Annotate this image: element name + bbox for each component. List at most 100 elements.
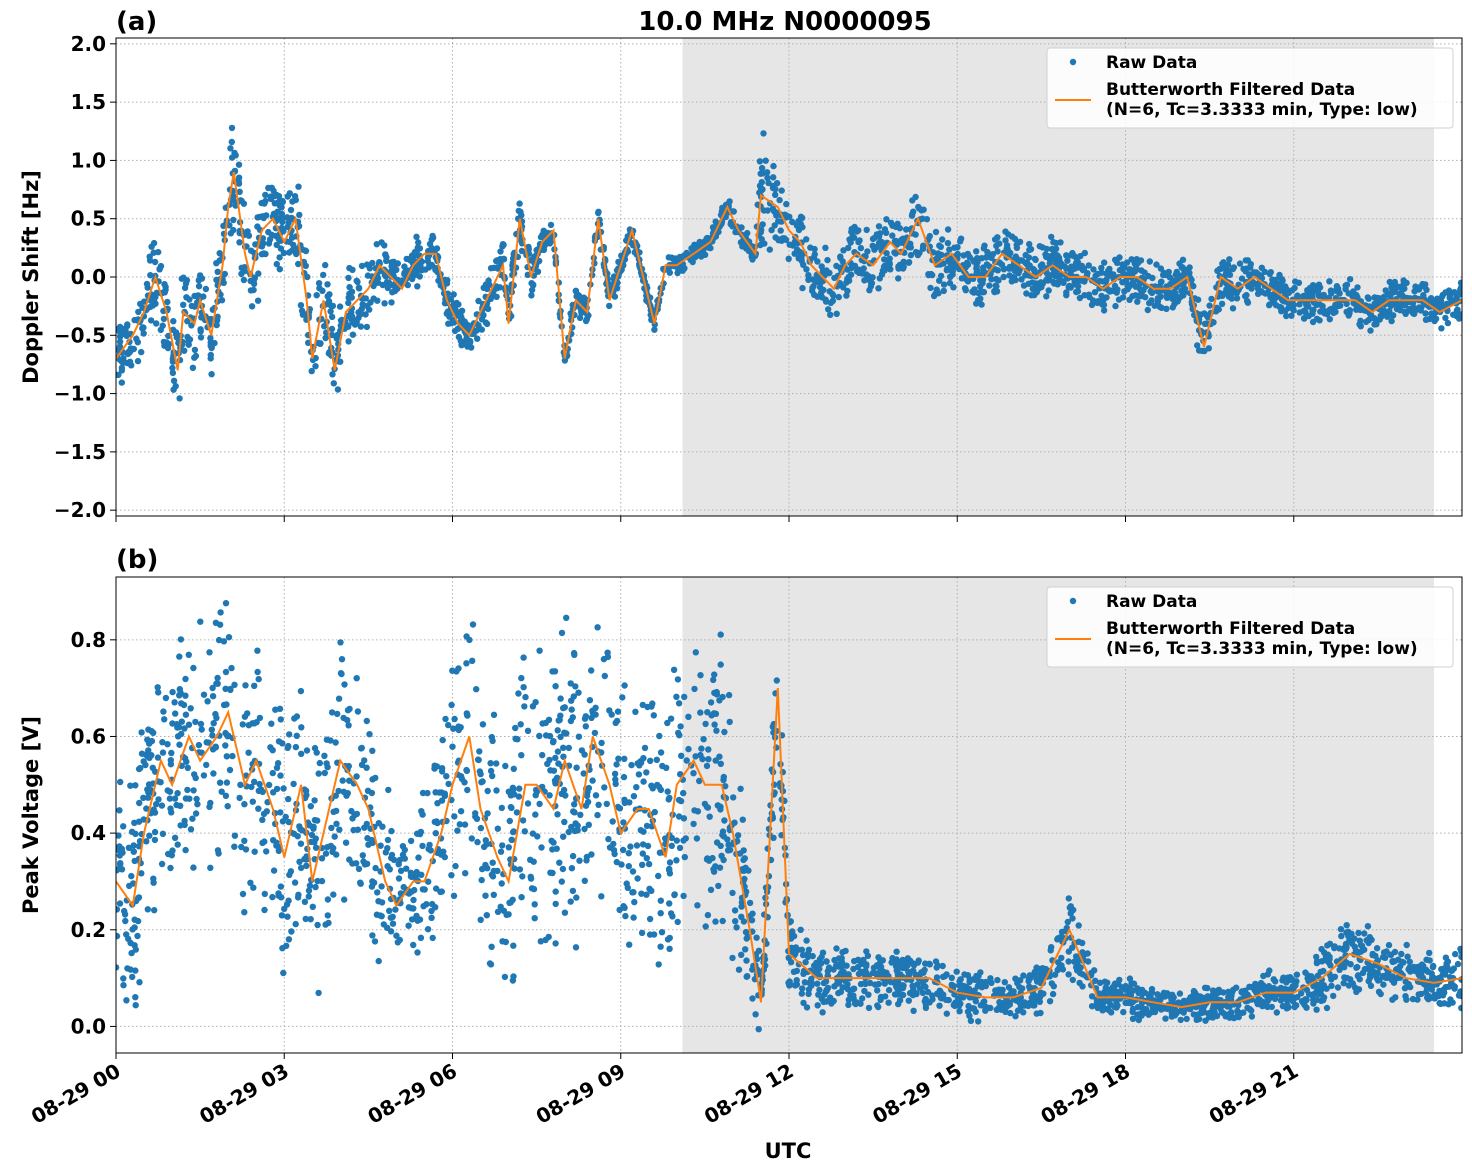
raw-data-point bbox=[1206, 1014, 1213, 1021]
raw-data-point bbox=[882, 993, 889, 1000]
raw-data-point bbox=[814, 980, 821, 987]
raw-data-point bbox=[856, 237, 863, 244]
raw-data-point bbox=[704, 804, 712, 811]
raw-data-point bbox=[749, 256, 756, 263]
raw-data-point bbox=[429, 934, 436, 942]
raw-data-point bbox=[531, 915, 538, 922]
raw-data-point bbox=[392, 906, 399, 913]
raw-data-point bbox=[1098, 292, 1105, 300]
raw-data-point bbox=[356, 308, 364, 315]
raw-data-point bbox=[498, 880, 505, 887]
raw-data-point bbox=[993, 283, 1000, 290]
raw-data-point bbox=[923, 216, 931, 223]
raw-data-point bbox=[448, 872, 455, 879]
raw-data-point bbox=[477, 824, 485, 832]
raw-data-point bbox=[290, 780, 297, 788]
raw-data-point bbox=[651, 808, 658, 816]
raw-data-point bbox=[677, 771, 684, 778]
raw-data-point bbox=[248, 783, 255, 791]
raw-data-point bbox=[1268, 281, 1276, 288]
raw-data-point bbox=[490, 891, 497, 898]
raw-data-point bbox=[151, 258, 159, 266]
raw-data-point bbox=[1136, 280, 1143, 287]
raw-data-point bbox=[434, 800, 441, 807]
raw-data-point bbox=[305, 893, 312, 900]
raw-data-point bbox=[383, 257, 390, 265]
raw-data-point bbox=[630, 889, 637, 896]
raw-data-point bbox=[1309, 307, 1316, 315]
raw-data-point bbox=[397, 890, 404, 897]
raw-data-point bbox=[1216, 988, 1223, 996]
raw-data-point bbox=[1288, 312, 1295, 319]
raw-data-point bbox=[803, 1004, 811, 1011]
raw-data-point bbox=[1026, 240, 1033, 248]
raw-data-point bbox=[822, 988, 830, 995]
raw-data-point bbox=[322, 850, 330, 857]
raw-data-point bbox=[528, 292, 535, 299]
raw-data-point bbox=[1149, 1003, 1157, 1011]
raw-data-point bbox=[1403, 279, 1410, 287]
raw-data-point bbox=[574, 827, 581, 834]
raw-data-point bbox=[604, 649, 611, 656]
raw-data-point bbox=[803, 236, 810, 243]
raw-data-point bbox=[1305, 303, 1312, 310]
raw-data-point bbox=[1451, 983, 1459, 990]
raw-data-point bbox=[850, 985, 857, 993]
raw-data-point bbox=[222, 742, 229, 749]
raw-data-point bbox=[1418, 961, 1426, 968]
raw-data-point bbox=[1194, 342, 1201, 349]
raw-data-point bbox=[561, 818, 568, 826]
raw-data-point bbox=[1162, 1015, 1169, 1022]
raw-data-point bbox=[414, 917, 421, 924]
raw-data-point bbox=[293, 713, 301, 720]
raw-data-point bbox=[213, 321, 220, 329]
raw-data-point bbox=[1341, 974, 1348, 981]
raw-data-point bbox=[288, 214, 295, 222]
raw-data-point bbox=[203, 761, 210, 769]
raw-data-point bbox=[595, 801, 602, 808]
raw-data-point bbox=[967, 1017, 975, 1024]
raw-data-point bbox=[255, 675, 262, 683]
raw-data-point bbox=[768, 226, 775, 234]
raw-data-point bbox=[309, 903, 316, 910]
raw-data-point bbox=[1092, 977, 1099, 984]
raw-data-point bbox=[717, 760, 724, 767]
raw-data-point bbox=[554, 748, 562, 755]
raw-data-point bbox=[1069, 915, 1076, 922]
raw-data-point bbox=[174, 790, 181, 797]
raw-data-point bbox=[388, 263, 395, 270]
raw-data-point bbox=[252, 241, 259, 248]
raw-data-point bbox=[324, 896, 332, 903]
raw-data-point bbox=[297, 826, 304, 833]
raw-data-point bbox=[1300, 292, 1307, 300]
raw-data-point bbox=[1266, 302, 1273, 309]
raw-data-point bbox=[889, 232, 896, 239]
raw-data-point bbox=[483, 320, 491, 328]
raw-data-point bbox=[324, 293, 331, 300]
raw-data-point bbox=[518, 752, 525, 759]
raw-data-point bbox=[621, 796, 628, 803]
raw-data-point bbox=[823, 958, 830, 965]
raw-data-point bbox=[1011, 235, 1019, 243]
raw-data-point bbox=[666, 859, 674, 866]
raw-data-point bbox=[996, 240, 1003, 247]
raw-data-point bbox=[193, 795, 200, 803]
raw-data-point bbox=[833, 962, 840, 969]
raw-data-point bbox=[833, 262, 840, 270]
raw-data-point bbox=[307, 916, 314, 923]
raw-data-point bbox=[129, 973, 136, 981]
raw-data-point bbox=[182, 692, 189, 699]
raw-data-point bbox=[582, 317, 590, 325]
raw-data-point bbox=[1103, 270, 1110, 277]
raw-data-point bbox=[729, 889, 736, 897]
raw-data-point bbox=[118, 364, 126, 372]
raw-data-point bbox=[1437, 298, 1445, 305]
raw-data-point bbox=[170, 318, 177, 325]
raw-data-point bbox=[1012, 264, 1019, 271]
raw-data-point bbox=[432, 830, 439, 837]
raw-data-point bbox=[805, 276, 812, 283]
raw-data-point bbox=[419, 842, 426, 850]
raw-data-point bbox=[251, 778, 258, 785]
raw-data-point bbox=[850, 965, 857, 973]
